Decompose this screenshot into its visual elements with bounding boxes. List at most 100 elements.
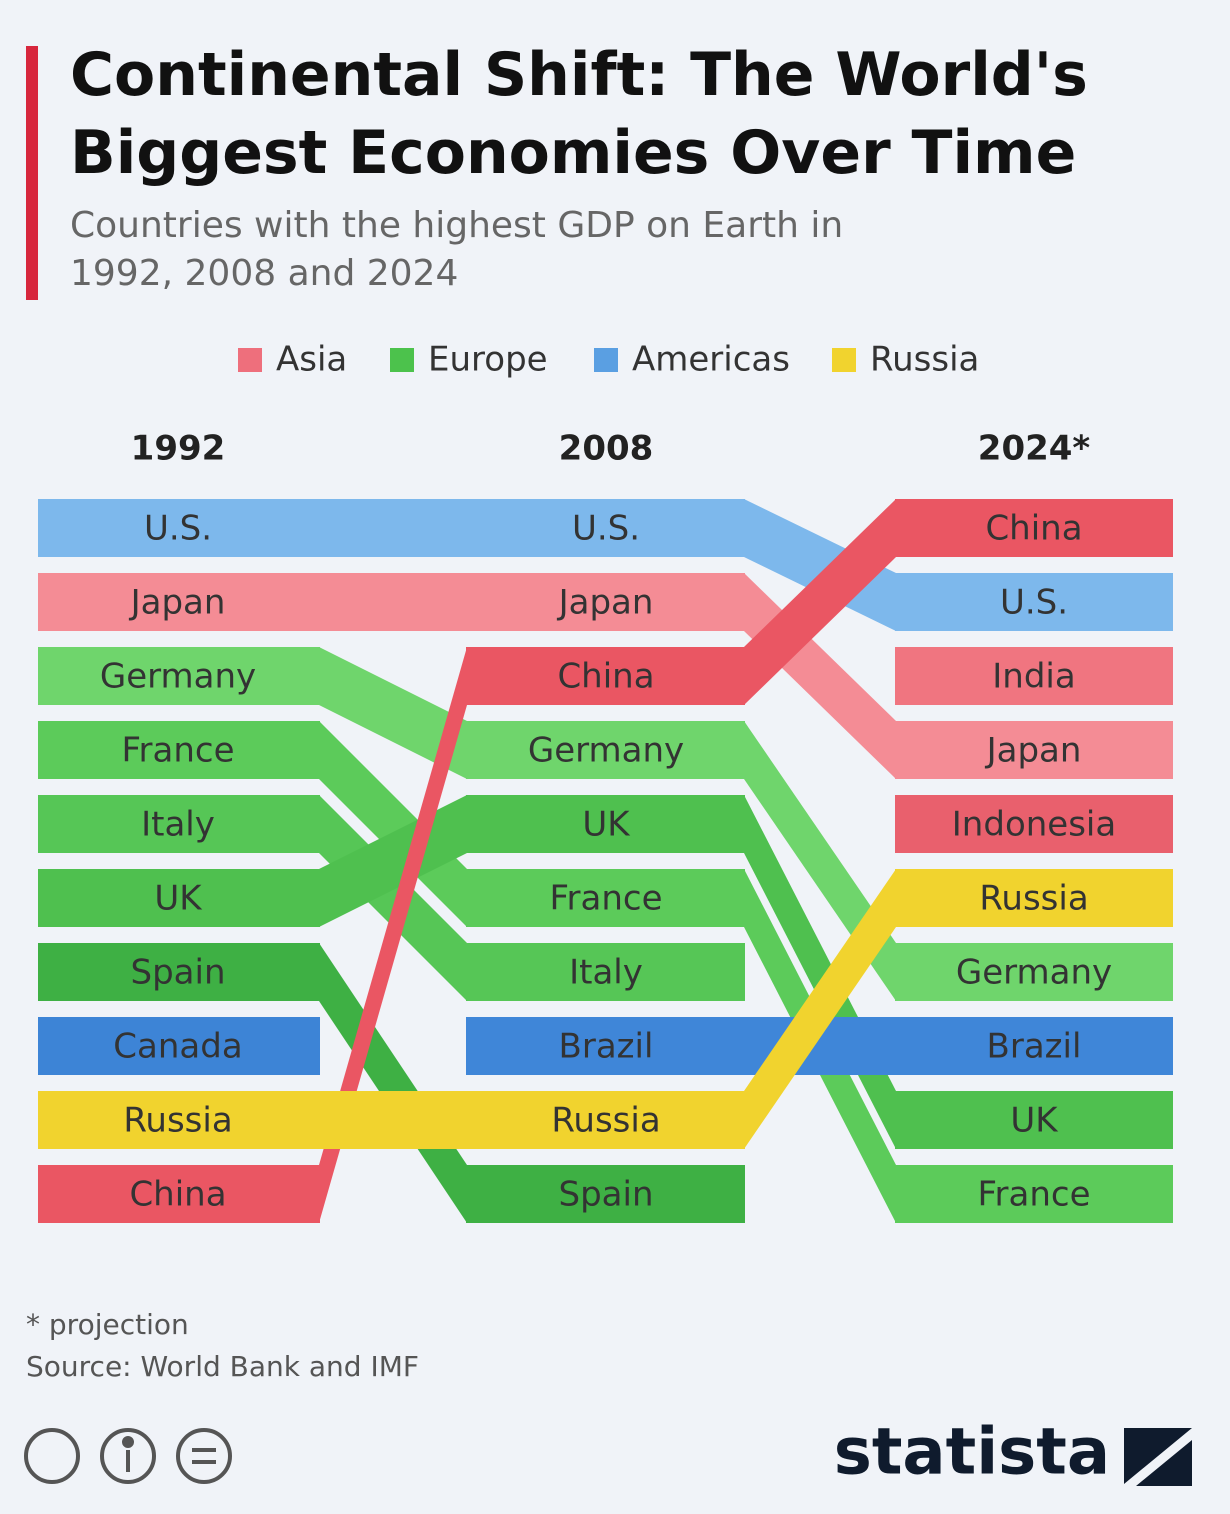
country-label: U.S.: [1000, 583, 1068, 623]
rank-box: [895, 499, 1173, 557]
rank-link: [319, 647, 467, 1223]
country-label: Brazil: [987, 1027, 1082, 1067]
rank-box: [38, 1017, 320, 1075]
links: [319, 499, 896, 1223]
country-label: Brazil: [559, 1027, 654, 1067]
legend-swatch: [390, 348, 414, 372]
rank-box: [466, 647, 745, 705]
rank-box: [38, 1165, 320, 1223]
country-label: France: [977, 1175, 1090, 1215]
country-label: UK: [1010, 1101, 1059, 1141]
brand: statista: [834, 1416, 1110, 1490]
rank-box: [38, 573, 320, 631]
source: Source: World Bank and IMF: [26, 1350, 419, 1383]
rank-box: [38, 943, 320, 1001]
legend-label: Russia: [870, 340, 979, 380]
country-label: China: [557, 657, 654, 697]
rank-box: [895, 647, 1173, 705]
rank-box: [466, 1017, 745, 1075]
country-label: Germany: [956, 953, 1112, 993]
column-label: 2008: [559, 429, 654, 469]
country-label: Spain: [131, 953, 226, 993]
rank-link: [319, 721, 467, 927]
column-label: 2024*: [978, 429, 1091, 469]
country-label: China: [985, 509, 1082, 549]
rank-link: [744, 499, 896, 631]
rank-box: [466, 499, 745, 557]
rank-link: [744, 869, 896, 1149]
country-label: Japan: [985, 731, 1082, 771]
boxes: U.S. U.S. U.S. Japan Japan Japan Germany German…: [38, 499, 1173, 1223]
rank-box: [466, 1165, 745, 1223]
rank-link: [319, 1091, 467, 1149]
country-label: UK: [154, 879, 203, 919]
country-label: Germany: [100, 657, 256, 697]
country-label: Canada: [113, 1027, 242, 1067]
rank-box: [38, 721, 320, 779]
legend: Asia Europe Americas Russia: [238, 340, 979, 380]
country-label: Japan: [557, 583, 654, 623]
rank-box: [895, 1165, 1173, 1223]
legend-label: Asia: [276, 340, 347, 380]
rank-box: [895, 1017, 1173, 1075]
footnote: * projection: [26, 1308, 189, 1341]
rank-box: [38, 869, 320, 927]
rank-box: [895, 795, 1173, 853]
country-label: France: [121, 731, 234, 771]
chart-subtitle: Countries with the highest GDP on Earth …: [70, 205, 844, 294]
country-label: India: [992, 657, 1075, 697]
country-label: Russia: [979, 879, 1088, 919]
rank-box: [895, 573, 1173, 631]
rank-box: [895, 869, 1173, 927]
rank-box: [466, 869, 745, 927]
country-label: Spain: [559, 1175, 654, 1215]
cc-icon: [24, 1428, 80, 1484]
rank-link: [319, 943, 467, 1223]
rank-link: [319, 647, 467, 779]
country-label: Japan: [129, 583, 226, 623]
chart-title: Continental Shift: The World's Biggest E…: [70, 40, 1088, 188]
rank-box: [895, 1091, 1173, 1149]
country-label: Indonesia: [952, 805, 1116, 845]
rank-box: [466, 1091, 745, 1149]
rank-box: [466, 721, 745, 779]
title-accent: [26, 46, 38, 300]
legend-swatch: [832, 348, 856, 372]
header: Continental Shift: The World's Biggest E…: [70, 36, 1190, 298]
country-label: U.S.: [144, 509, 212, 549]
country-label: UK: [582, 805, 631, 845]
country-label: Italy: [141, 805, 215, 845]
rank-box: [895, 943, 1173, 1001]
rank-link: [319, 573, 467, 631]
country-label: Germany: [528, 731, 684, 771]
legend-label: Americas: [632, 340, 790, 380]
country-label: Russia: [551, 1101, 660, 1141]
rank-link: [319, 499, 467, 557]
rank-box: [466, 573, 745, 631]
country-label: Russia: [123, 1101, 232, 1141]
rank-box: [38, 795, 320, 853]
rank-box: [38, 647, 320, 705]
nd-icon: [176, 1428, 232, 1484]
by-head: [122, 1436, 134, 1448]
column-label: 1992: [131, 429, 226, 469]
country-label: China: [129, 1175, 226, 1215]
brand-logo: [1124, 1428, 1192, 1486]
rank-box: [38, 499, 320, 557]
rank-box: [466, 795, 745, 853]
legend-swatch: [238, 348, 262, 372]
by-icon: [100, 1428, 156, 1484]
legend-swatch: [594, 348, 618, 372]
license-icons: [24, 1428, 232, 1484]
country-label: Italy: [569, 953, 643, 993]
rank-box: [895, 721, 1173, 779]
rank-box: [38, 1091, 320, 1149]
rank-link: [744, 499, 896, 705]
legend-label: Europe: [428, 340, 548, 380]
country-label: France: [549, 879, 662, 919]
header-box: Continental Shift: The World's Biggest E…: [70, 36, 1190, 298]
rank-link: [319, 795, 467, 1001]
country-label: U.S.: [572, 509, 640, 549]
rank-box: [466, 943, 745, 1001]
